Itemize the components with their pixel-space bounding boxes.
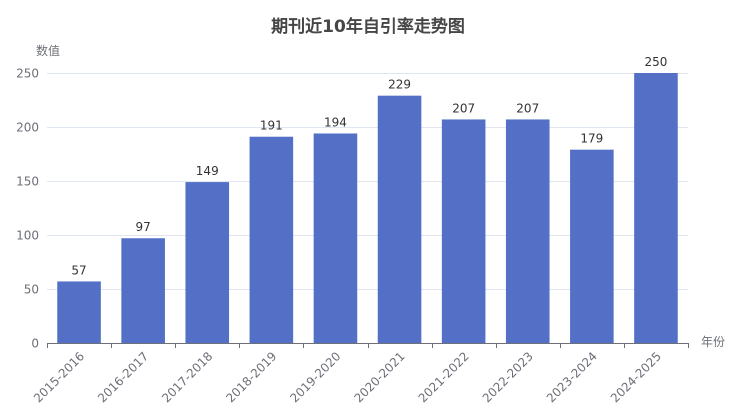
x-tick-label: 2017-2018 bbox=[159, 349, 215, 405]
y-axis-title: 数值 bbox=[36, 43, 60, 58]
x-tick-label: 2019-2020 bbox=[287, 349, 343, 405]
bar-value-label: 179 bbox=[580, 132, 603, 146]
bar[interactable] bbox=[313, 133, 358, 343]
bar-value-label: 191 bbox=[260, 119, 283, 133]
bar-value-label: 250 bbox=[644, 55, 667, 69]
bar[interactable] bbox=[185, 182, 230, 343]
y-tick-label: 50 bbox=[24, 283, 39, 297]
x-tick-label: 2024-2025 bbox=[608, 349, 664, 405]
bar-value-label: 207 bbox=[452, 101, 475, 115]
x-tick-label: 2018-2019 bbox=[223, 349, 279, 405]
x-tick-label: 2016-2017 bbox=[95, 349, 151, 405]
bar[interactable] bbox=[249, 136, 294, 343]
x-tick-label: 2015-2016 bbox=[31, 349, 87, 405]
chart-title: 期刊近10年自引率走势图 bbox=[271, 16, 465, 37]
y-tick-label: 250 bbox=[16, 67, 39, 81]
bar[interactable] bbox=[57, 281, 101, 343]
x-axis-title: 年份 bbox=[701, 335, 725, 349]
bar[interactable] bbox=[570, 149, 614, 343]
bar[interactable] bbox=[634, 73, 678, 343]
bar[interactable] bbox=[121, 238, 165, 343]
y-tick-label: 100 bbox=[16, 229, 39, 243]
x-tick-label: 2023-2024 bbox=[544, 349, 600, 405]
x-tick-label: 2021-2022 bbox=[416, 349, 472, 405]
x-tick-label: 2022-2023 bbox=[480, 349, 536, 405]
x-tick-label: 2020-2021 bbox=[352, 349, 408, 405]
bar-value-label: 149 bbox=[196, 164, 219, 178]
y-tick-label: 150 bbox=[16, 175, 39, 189]
bar-value-label: 57 bbox=[71, 263, 86, 277]
bar-value-label: 97 bbox=[136, 220, 151, 234]
bar-value-label: 229 bbox=[388, 78, 411, 92]
bar-value-label: 207 bbox=[516, 101, 539, 115]
y-tick-label: 0 bbox=[31, 337, 39, 351]
bar[interactable] bbox=[441, 119, 486, 343]
bar-value-label: 194 bbox=[324, 115, 347, 129]
bar[interactable] bbox=[377, 95, 422, 344]
data-labels: 57 97 149 191 194 229 207 207 179 250 bbox=[71, 55, 667, 277]
bars bbox=[57, 73, 678, 344]
y-tick-label: 200 bbox=[16, 121, 39, 135]
bar[interactable] bbox=[505, 119, 550, 343]
